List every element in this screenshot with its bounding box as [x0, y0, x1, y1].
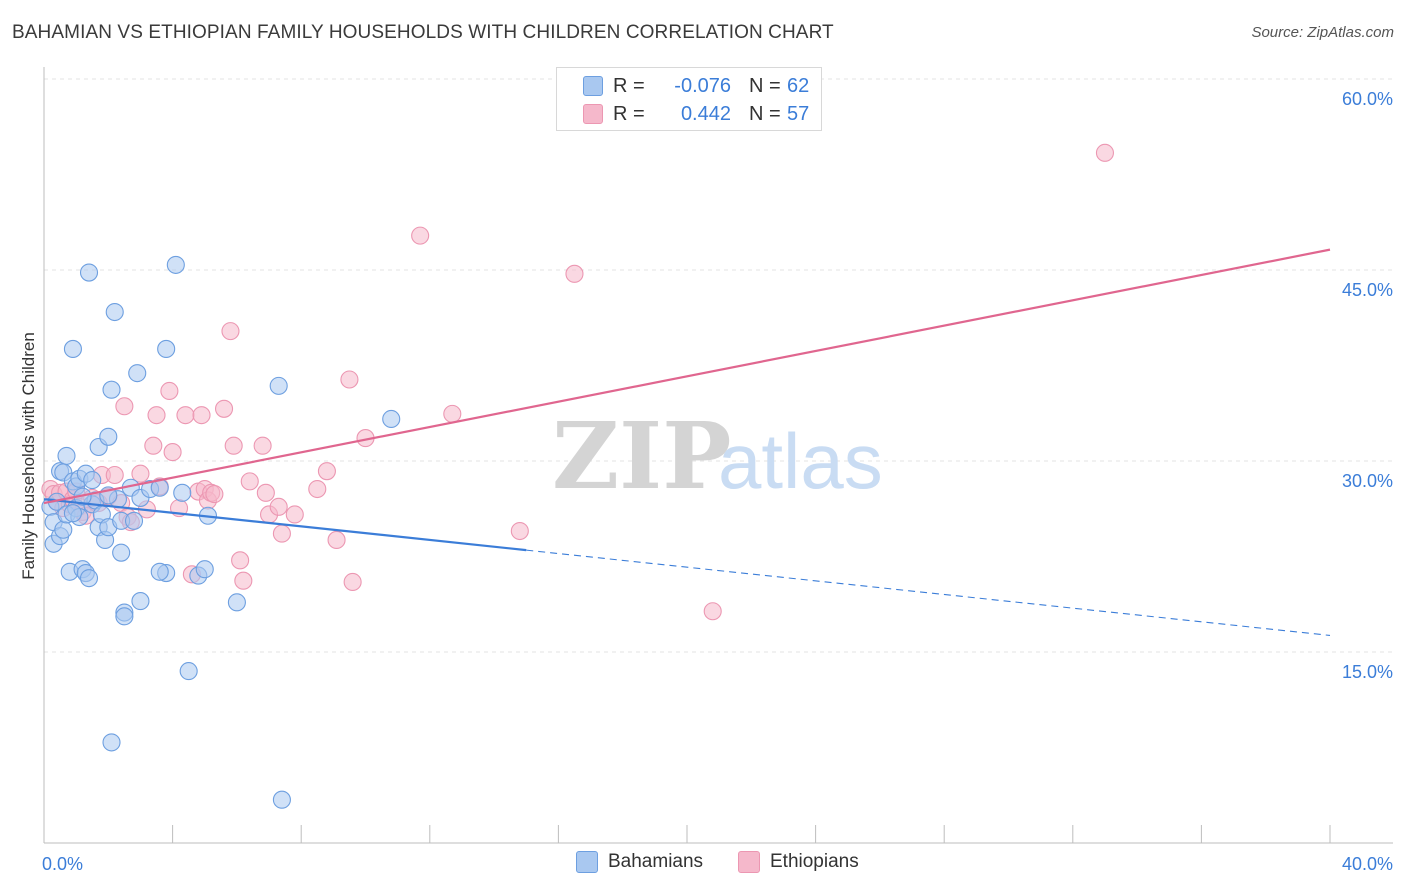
legend-swatch-blue [576, 851, 598, 873]
legend-r-value: -0.076 [674, 74, 731, 97]
point-bahamians [102, 380, 121, 399]
point-ethiopians [192, 406, 211, 425]
point-bahamians [83, 471, 102, 490]
point-ethiopians [131, 464, 150, 483]
y-tick-label: 60.0% [1342, 89, 1393, 109]
point-bahamians [79, 569, 99, 588]
watermark-zip: ZIP [552, 402, 731, 510]
point-ethiopians [221, 322, 240, 341]
y-tick-label: 15.0% [1342, 662, 1393, 682]
legend-label-bahamians: Bahamians [608, 851, 704, 872]
trendline-bahamians [43, 498, 527, 552]
point-ethiopians [340, 370, 359, 389]
point-ethiopians [115, 397, 134, 416]
legend-r-label: R = [613, 74, 645, 97]
point-bahamians [57, 446, 76, 465]
point-bahamians [131, 592, 150, 611]
legend-swatch-pink [583, 104, 603, 124]
point-ethiopians [510, 521, 529, 541]
y-tick-label: 45.0% [1342, 280, 1393, 300]
point-bahamians [272, 790, 291, 809]
point-bahamians [63, 504, 82, 523]
watermark-atlas: atlas [718, 417, 883, 505]
point-ethiopians [224, 436, 243, 455]
legend-item-ethiopians: Ethiopians [738, 851, 859, 873]
x-tick-label: 0.0% [42, 854, 83, 874]
legend-swatch-pink [738, 851, 760, 873]
legend-n-label: N = [749, 102, 781, 125]
legend-n-value: 62 [787, 74, 810, 97]
point-ethiopians [214, 399, 234, 418]
point-bahamians [105, 302, 124, 322]
point-bahamians [63, 339, 82, 358]
legend-n-label: N = [749, 74, 781, 97]
legend-row-ethiopians: R = 0.442 N = 57 [583, 101, 809, 127]
point-ethiopians [176, 406, 195, 425]
point-bahamians [102, 733, 121, 752]
point-ethiopians [231, 551, 250, 570]
point-ethiopians [308, 479, 327, 499]
trendline-extension-bahamians [526, 549, 1331, 636]
point-bahamians [179, 662, 198, 681]
data-points [41, 143, 1114, 809]
point-ethiopians [253, 436, 272, 455]
point-bahamians [54, 520, 73, 539]
point-ethiopians [343, 572, 362, 592]
point-ethiopians [317, 462, 336, 481]
point-bahamians [115, 607, 134, 626]
point-bahamians [382, 409, 401, 429]
point-ethiopians [205, 485, 224, 504]
chart-title: BAHAMIAN VS ETHIOPIAN FAMILY HOUSEHOLDS … [12, 22, 834, 43]
point-bahamians [112, 543, 131, 562]
point-bahamians [166, 255, 185, 274]
point-ethiopians [163, 443, 182, 462]
correlation-legend: R = -0.076 N = 62 R = 0.442 N = 57 [556, 67, 822, 131]
point-ethiopians [147, 406, 166, 425]
point-bahamians [79, 263, 99, 282]
legend-swatch-blue [583, 76, 603, 96]
trend-lines [43, 248, 1331, 636]
point-bahamians [124, 511, 144, 530]
legend-r-value: 0.442 [680, 102, 731, 125]
legend-label-ethiopians: Ethiopians [770, 851, 859, 872]
point-bahamians [157, 339, 176, 358]
point-bahamians [269, 376, 288, 395]
point-bahamians [173, 483, 192, 502]
point-ethiopians [269, 497, 288, 516]
point-ethiopians [256, 483, 275, 502]
point-ethiopians [703, 602, 722, 621]
trendline-ethiopians [43, 248, 1331, 505]
source-label: Source: ZipAtlas.com [1251, 24, 1394, 41]
point-ethiopians [1095, 143, 1114, 162]
point-ethiopians [240, 472, 259, 491]
point-ethiopians [234, 571, 253, 590]
axes [43, 67, 1393, 844]
x-tick-label: 40.0% [1342, 854, 1393, 874]
point-ethiopians [144, 436, 163, 455]
point-ethiopians [411, 226, 430, 245]
tick-labels: 15.0% 30.0% 45.0% 60.0% 0.0% 40.0% [42, 89, 1393, 874]
legend-r-label: R = [613, 102, 645, 125]
point-ethiopians [105, 465, 124, 485]
point-bahamians [195, 560, 214, 579]
legend-item-bahamians: Bahamians [576, 851, 703, 873]
point-ethiopians [160, 381, 179, 401]
point-ethiopians [272, 524, 291, 543]
point-ethiopians [285, 505, 304, 524]
y-axis-label: Family Households with Children [19, 332, 38, 580]
point-bahamians [150, 562, 169, 581]
point-bahamians [99, 427, 118, 446]
legend-n-value: 57 [787, 102, 810, 125]
y-tick-label: 30.0% [1342, 471, 1393, 491]
point-bahamians [227, 593, 246, 612]
point-ethiopians [327, 530, 346, 549]
series-legend: Bahamians Ethiopians [0, 851, 1406, 879]
point-ethiopians [443, 404, 462, 423]
point-ethiopians [565, 264, 584, 283]
legend-row-bahamians: R = -0.076 N = 62 [583, 73, 809, 99]
watermark: ZIP atlas [552, 402, 883, 510]
point-bahamians [128, 364, 147, 383]
